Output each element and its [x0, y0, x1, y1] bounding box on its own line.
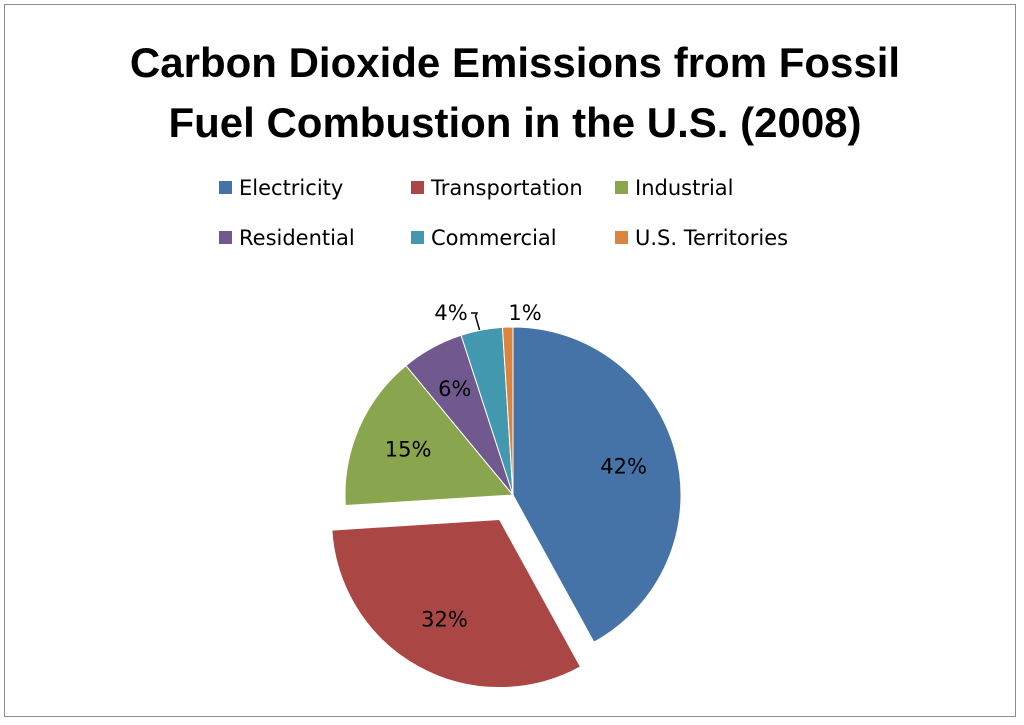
pie-slice-industrial: [344, 364, 515, 507]
legend: Electricity Transportation Industrial Resid…: [219, 176, 788, 250]
legend-label-residential: Residential: [239, 226, 355, 250]
legend-swatch-residential: [219, 231, 232, 244]
data-label-residential: 6%: [438, 377, 471, 401]
legend-swatch-u-s-territories: [615, 231, 628, 244]
legend-label-u-s-territories: U.S. Territories: [635, 226, 788, 250]
pie-data-labels: 42% 32% 15% 6% 4% 1%: [385, 301, 647, 632]
legend-label-commercial: Commercial: [431, 226, 557, 250]
legend-swatch-transportation: [411, 181, 424, 194]
legend-label-electricity: Electricity: [239, 176, 343, 200]
legend-swatch-industrial: [615, 181, 628, 194]
legend-label-industrial: Industrial: [635, 176, 734, 200]
data-label-u-s-territories: 1%: [508, 301, 541, 325]
legend-swatch-commercial: [411, 231, 424, 244]
data-label-commercial: 4%: [434, 301, 467, 325]
chart-frame: Carbon Dioxide Emissions from Fossil Fue…: [4, 4, 1016, 717]
data-label-electricity: 42%: [600, 455, 647, 479]
pie-slices: [331, 326, 682, 689]
data-label-transportation: 32%: [421, 608, 468, 632]
data-label-industrial: 15%: [385, 438, 432, 462]
pie-slice-u-s-territories: [501, 326, 514, 496]
legend-swatch-electricity: [219, 181, 232, 194]
pie-slice-transportation: [331, 519, 582, 689]
chart-title-line-1: Carbon Dioxide Emissions from Fossil: [130, 39, 900, 86]
chart-title-line-2: Fuel Combustion in the U.S. (2008): [168, 99, 861, 146]
legend-label-transportation: Transportation: [430, 176, 583, 200]
leader-line-commercial: [471, 312, 481, 331]
pie-slice-electricity: [512, 326, 682, 643]
pie-chart: Carbon Dioxide Emissions from Fossil Fue…: [130, 39, 900, 689]
